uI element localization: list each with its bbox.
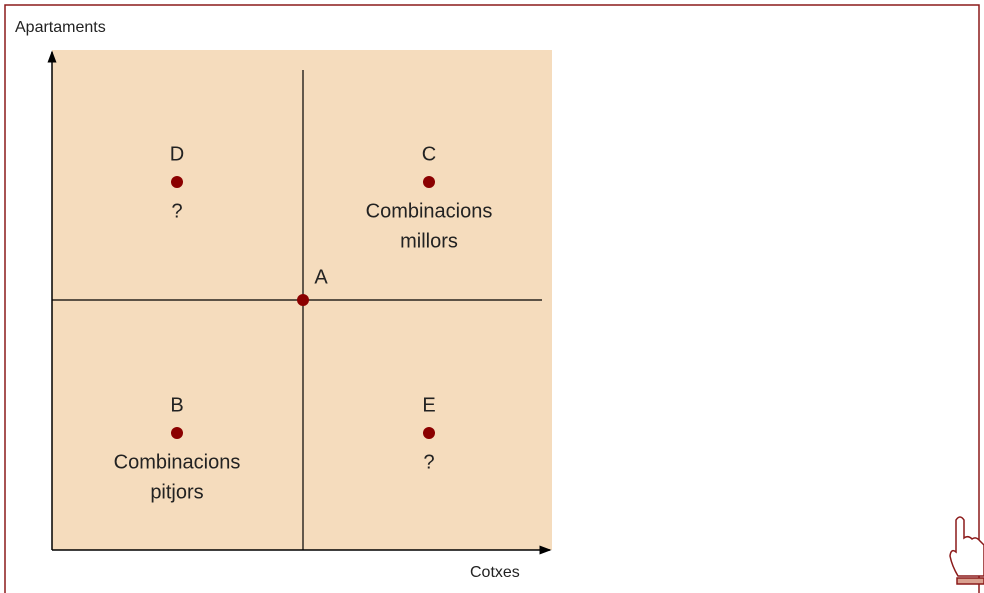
point-note: ?	[171, 200, 182, 222]
point-dot	[423, 427, 435, 439]
point-note: ?	[423, 451, 434, 473]
point-note: Combinacions	[114, 451, 241, 473]
x-axis-label: Cotxes	[470, 564, 520, 581]
point-dot	[171, 176, 183, 188]
points: A D? C Combinacions millors B Combinacions pitj…	[114, 143, 493, 503]
point-note: Combinacions	[366, 200, 493, 222]
y-axis-label: Apartaments	[15, 19, 106, 36]
point-label: A	[314, 266, 328, 288]
point-dot	[423, 176, 435, 188]
point-label: C	[422, 143, 436, 165]
point-label: E	[422, 394, 435, 416]
point-label: D	[170, 143, 184, 165]
point-label: B	[170, 394, 183, 416]
point-dot	[297, 294, 309, 306]
frame	[4, 4, 980, 593]
point-dot	[171, 427, 183, 439]
hand-cursor-icon[interactable]	[949, 516, 984, 585]
point-note: millors	[400, 230, 458, 252]
point-note: pitjors	[150, 481, 203, 503]
